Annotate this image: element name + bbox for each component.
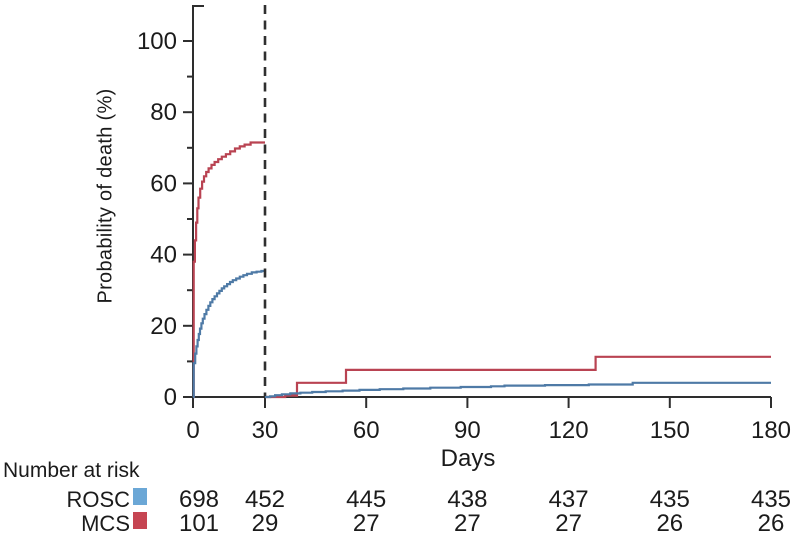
risk-value: 27: [454, 510, 481, 537]
y-tick-label: 80: [150, 99, 177, 126]
risk-row-label-mcs: MCS: [81, 511, 130, 536]
y-tick-label: 20: [150, 313, 177, 340]
legend-swatch-rosc: [133, 488, 147, 505]
risk-value: 438: [447, 486, 487, 513]
x-tick-label: 0: [186, 417, 199, 444]
risk-value: 27: [353, 510, 380, 537]
y-tick-label: 0: [164, 384, 177, 411]
mcs-curve-segment: [192, 141, 265, 399]
risk-value: 435: [650, 486, 690, 513]
x-tick-label: 30: [252, 417, 279, 444]
risk-value: 435: [751, 486, 791, 513]
x-tick-label: 90: [454, 417, 481, 444]
number-at-risk-title: Number at risk: [3, 459, 140, 482]
x-axis-title: Days: [440, 445, 496, 472]
x-tick-label: 150: [650, 417, 690, 444]
y-tick-label: 60: [150, 170, 177, 197]
legend-swatch-mcs: [133, 512, 147, 529]
rosc-curve-segment: [192, 269, 267, 399]
x-tick-label: 180: [751, 417, 791, 444]
risk-value: 27: [555, 510, 582, 537]
risk-value: 445: [346, 486, 386, 513]
risk-value: 26: [656, 510, 683, 537]
risk-value: 26: [758, 510, 785, 537]
rosc-curve-segment: [265, 381, 771, 399]
risk-value: 437: [549, 486, 589, 513]
x-tick-label: 120: [549, 417, 589, 444]
y-tick-label: 40: [150, 242, 177, 269]
risk-value: 698: [179, 486, 219, 513]
risk-value: 101: [179, 510, 219, 537]
risk-value: 452: [245, 486, 285, 513]
risk-value: 29: [252, 510, 279, 537]
y-axis-title: Probability of death (%): [94, 88, 117, 304]
mcs-curve-segment: [265, 355, 771, 399]
x-tick-label: 60: [353, 417, 380, 444]
y-tick-label: 100: [137, 28, 177, 55]
risk-row-label-rosc: ROSC: [66, 487, 130, 512]
